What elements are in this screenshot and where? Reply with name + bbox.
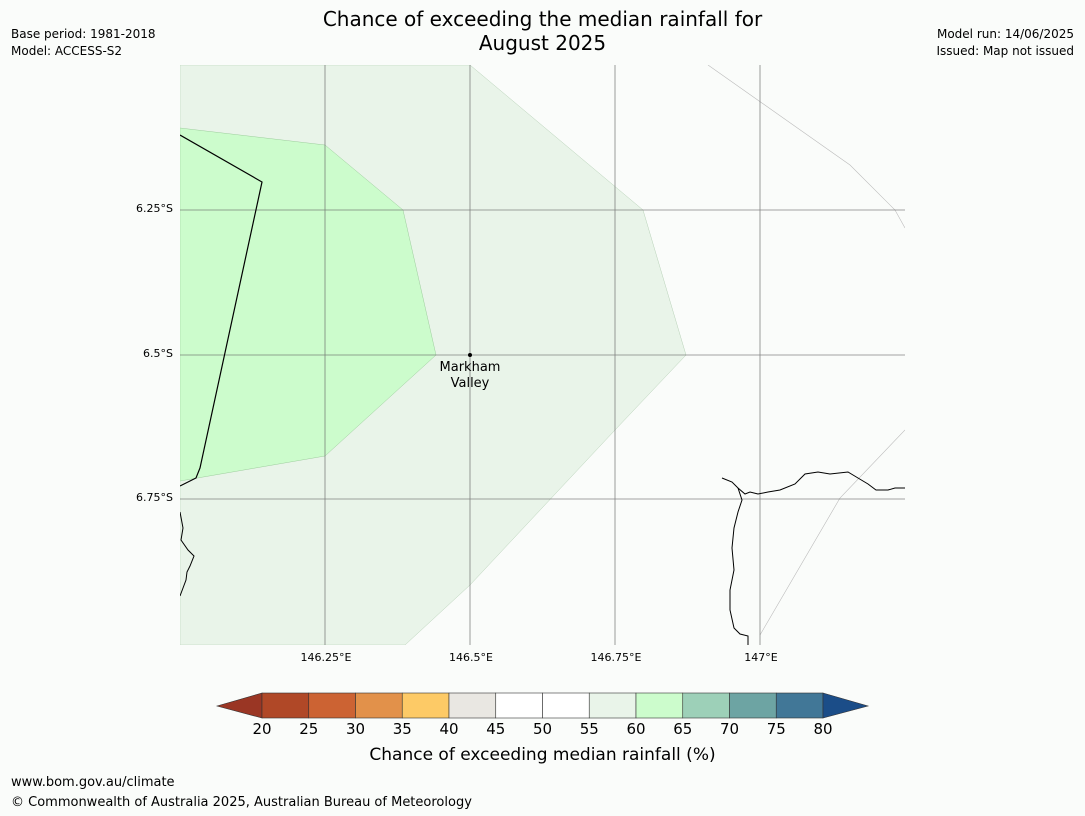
lon-tick-147: 147°E: [744, 651, 778, 664]
footer-url[interactable]: www.bom.gov.au/climate: [11, 775, 175, 790]
colorbar-label: 20: [252, 720, 272, 738]
colorbar-label: 50: [532, 720, 553, 738]
colorbar-segment: [401, 692, 450, 719]
faint-boundary-ne: [707, 65, 905, 229]
lat-tick-6-25: 6.25°S: [136, 202, 173, 215]
colorbar-label: 70: [719, 720, 740, 738]
markham-valley-label: Markham Valley: [410, 360, 530, 392]
colorbar-segment: [542, 692, 590, 719]
issued-text: Issued: Map not issued: [936, 44, 1074, 58]
colorbar-label: 30: [345, 720, 366, 738]
lon-tick-146-25: 146.25°E: [300, 651, 352, 664]
map-title-line1: Chance of exceeding the median rainfall …: [322, 7, 763, 31]
colorbar-label: 75: [766, 720, 786, 738]
model-run-text: Model run: 14/06/2025: [936, 27, 1074, 41]
colorbar-below-arrow: [215, 692, 263, 719]
colorbar-label: 60: [626, 720, 646, 738]
colorbar-label: 40: [439, 720, 459, 738]
graticule: [180, 65, 905, 645]
colorbar-segment: [729, 692, 777, 719]
footer-copyright: © Commonwealth of Australia 2025, Austra…: [11, 795, 472, 810]
markham-valley-marker: [468, 353, 472, 357]
colorbar-segment: [308, 692, 356, 719]
map-title-line2: August 2025: [478, 31, 607, 55]
lon-tick-146-75: 146.75°E: [590, 651, 642, 664]
faint-boundary-se: [759, 429, 905, 636]
place-label-line1: Markham: [439, 360, 501, 375]
coastline-peninsula: [729, 487, 749, 645]
colorbar-label: 65: [673, 720, 693, 738]
colorbar-segments: [261, 692, 824, 719]
map-title: Chance of exceeding the median rainfall …: [0, 7, 1085, 55]
lat-tick-6-75: 6.75°S: [136, 491, 173, 504]
colorbar-segment: [261, 692, 310, 719]
region-boundary-line: [180, 134, 263, 487]
coastline-left: [180, 511, 195, 597]
colorbar-segment: [588, 692, 637, 719]
model-text: Model: ACCESS-S2: [11, 44, 123, 58]
lat-tick-6-5: 6.5°S: [143, 347, 173, 360]
colorbar-segment: [355, 692, 403, 719]
lon-tick-146-5: 146.5°E: [449, 651, 493, 664]
colorbar-label: 45: [486, 720, 506, 738]
colorbar-label: 25: [299, 720, 319, 738]
colorbar-segment: [775, 692, 824, 719]
colorbar-label: 80: [813, 720, 833, 738]
metadata-left: Base period: 1981-2018 Model: ACCESS-S2: [11, 26, 156, 60]
colorbar-label: 55: [579, 720, 599, 738]
colorbar-above-arrow: [822, 692, 870, 719]
place-label-line2: Valley: [450, 376, 490, 391]
coastline-right: [721, 471, 905, 495]
metadata-right: Model run: 14/06/2025 Issued: Map not is…: [936, 26, 1074, 60]
colorbar-label: 35: [392, 720, 412, 738]
base-period-text: Base period: 1981-2018: [11, 27, 156, 41]
colorbar-segment: [682, 692, 730, 719]
colorbar-segment: [495, 692, 543, 719]
colorbar-segment: [635, 692, 684, 719]
colorbar-segment: [448, 692, 497, 719]
colorbar-title: Chance of exceeding median rainfall (%): [369, 745, 716, 765]
